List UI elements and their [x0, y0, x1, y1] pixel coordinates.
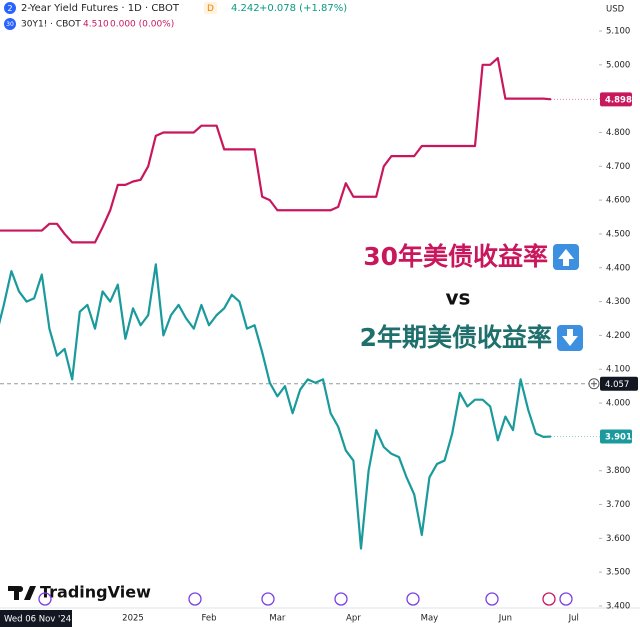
- y-tick-label: 4.700: [606, 162, 630, 172]
- x-tick-label: Apr: [346, 614, 361, 624]
- crosshair-plus-sign: [591, 380, 597, 387]
- y-tick-label: 4.800: [606, 128, 630, 138]
- symbol-icon-text: 30: [6, 21, 14, 28]
- y-tick-label: 4.100: [606, 365, 630, 375]
- series-line: [0, 263, 552, 550]
- symbol-name[interactable]: 30Y1! · CBOT: [21, 20, 81, 30]
- y-tick-label: 3.400: [606, 602, 630, 612]
- up-arrow-icon: [553, 244, 579, 270]
- annotation: 30年美债收益率: [363, 242, 548, 271]
- series-line: [0, 56, 552, 244]
- y-tick-label: 3.500: [606, 568, 630, 578]
- last-value-badge: [600, 429, 632, 444]
- x-tick-label: Jul: [568, 614, 579, 624]
- last-value-label: 3.901: [605, 433, 632, 443]
- last-value-badge: [600, 92, 632, 107]
- badge-bg: [204, 2, 217, 14]
- annotation: vs: [446, 286, 471, 310]
- symbol-icon: [4, 18, 16, 30]
- crosshair-value: 4.057: [605, 380, 629, 390]
- y-tick-label: 3.600: [606, 534, 630, 544]
- y-tick-label: 4.600: [606, 196, 630, 206]
- crosshair-date: Wed 06 Nov '24: [4, 615, 71, 625]
- price-change: +0.078 (+1.87%): [259, 3, 347, 14]
- last-price: 4.510: [83, 20, 109, 30]
- logo: TradingView: [8, 583, 151, 602]
- y-tick-label: 4.500: [606, 229, 630, 239]
- last-price: 4.242: [231, 3, 260, 14]
- price-change: 0.000 (0.00%): [110, 20, 174, 30]
- y-tick-label: 4.400: [606, 263, 630, 273]
- y-tick-label: 4.300: [606, 297, 630, 307]
- x-tick-label: May: [421, 614, 439, 624]
- down-arrow-icon: [557, 325, 583, 351]
- y-tick-label: 4.200: [606, 331, 630, 341]
- currency-label: USD: [606, 5, 625, 15]
- event-icons[interactable]: [38, 592, 573, 606]
- annotation: 2年期美债收益率: [360, 323, 552, 352]
- y-tick-label: 5.000: [606, 60, 630, 70]
- y-tick-label: 4.000: [606, 399, 630, 409]
- x-tick-label: Mar: [269, 614, 286, 624]
- y-tick-label: 3.700: [606, 500, 630, 510]
- badge: D: [207, 4, 214, 14]
- y-tick-label: 5.100: [606, 27, 630, 37]
- symbol-icon: [4, 2, 16, 14]
- symbol-name[interactable]: 2-Year Yield Futures · 1D · CBOT: [21, 3, 180, 14]
- y-tick-label: 3.800: [606, 466, 630, 476]
- x-tick-label: Feb: [201, 614, 216, 624]
- symbol-icon-text: 2: [7, 4, 12, 13]
- logo-text: TradingView: [40, 583, 151, 602]
- crosshair-badge: [600, 376, 638, 391]
- x-tick-label: 2025: [122, 614, 144, 624]
- x-tick-label: Jun: [498, 614, 512, 624]
- last-value-label: 4.898: [605, 95, 632, 105]
- date-badge: [0, 610, 72, 627]
